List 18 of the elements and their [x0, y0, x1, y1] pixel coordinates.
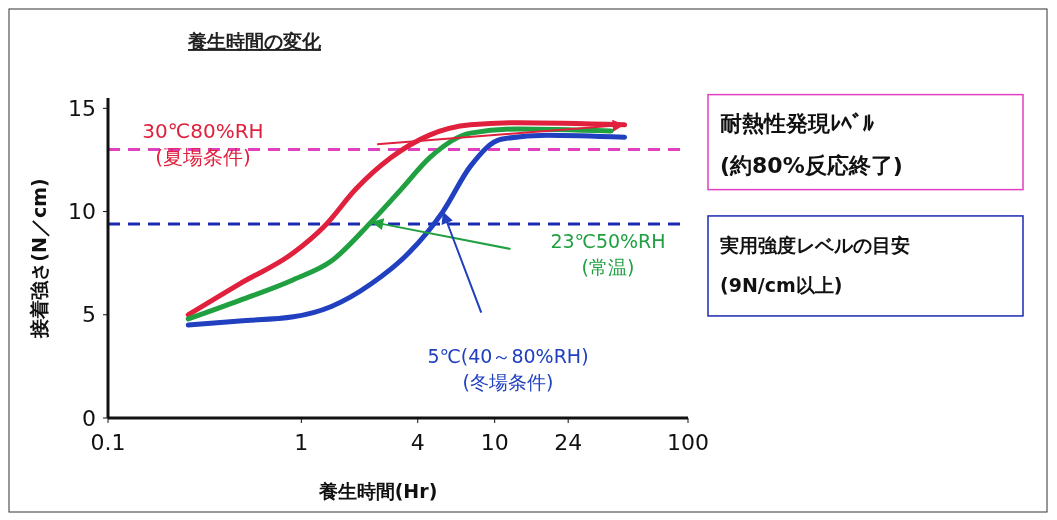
- y-axis-title: 接着強さ(N／cm): [28, 178, 50, 339]
- x-tick-label: 0.1: [90, 430, 126, 455]
- text: 5℃(40～80%RH) (冬場条件): [427, 345, 589, 393]
- text: 30℃80%RH (夏場条件): [142, 119, 264, 169]
- y-tick-label: 5: [82, 302, 96, 328]
- x-tick-label: 100: [667, 430, 709, 455]
- y-tick-label: 0: [82, 405, 96, 431]
- ref-line-label: 実用強度レベルの目安 (9N/cm以上): [719, 233, 910, 296]
- y-tick-label: 15: [68, 96, 96, 122]
- chart-title: 養生時間の変化: [187, 30, 322, 52]
- x-tick-label: 24: [554, 430, 583, 455]
- ref-line-label: 耐熱性発現ﾚﾍﾞﾙ (約80%反応終了): [720, 110, 903, 178]
- x-tick-label: 10: [480, 430, 509, 455]
- x-axis-title: 養生時間(Hr): [317, 480, 438, 502]
- y-tick-label: 10: [68, 199, 96, 225]
- text: 23℃50%RH (常温): [550, 230, 666, 278]
- x-tick-label: 1: [294, 430, 309, 455]
- x-tick-label: 4: [410, 430, 425, 455]
